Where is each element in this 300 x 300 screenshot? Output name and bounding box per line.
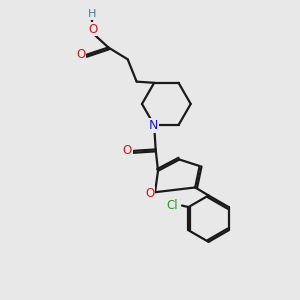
Text: O: O — [123, 144, 132, 157]
Text: H: H — [88, 9, 96, 19]
Text: O: O — [145, 187, 154, 200]
Text: Cl: Cl — [167, 199, 178, 212]
Text: N: N — [149, 119, 158, 132]
Text: O: O — [76, 48, 86, 61]
Text: O: O — [88, 22, 97, 35]
